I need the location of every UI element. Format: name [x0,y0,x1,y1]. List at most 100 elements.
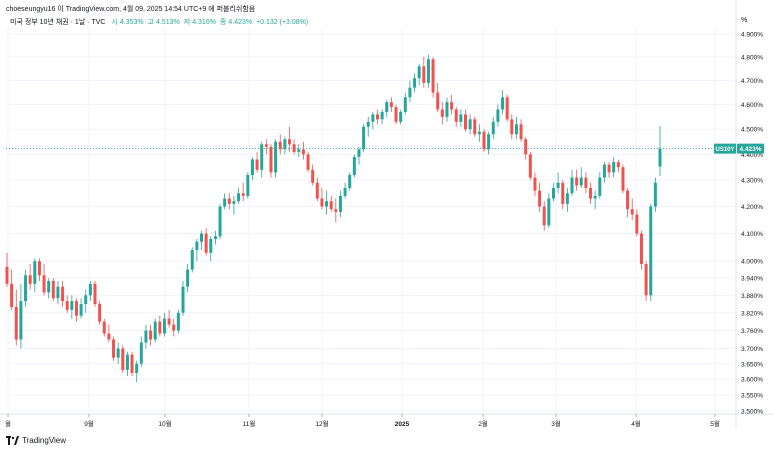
candle-body [602,164,606,178]
candle-body [255,159,259,170]
candle-body [61,286,65,302]
candle-body [213,236,217,240]
candle-body [269,146,273,173]
candle-body [278,141,282,150]
candle-body [487,134,491,150]
candle-body [14,306,18,340]
y-tick-label: 3.650% [741,361,763,368]
publish-info: choeseungyu16 이 TradingView.com, 4월 09, … [6,6,256,13]
candle-body [528,154,532,178]
candle-body [79,304,83,316]
candle-body [204,233,208,253]
candle-body [514,124,518,135]
candle-body [463,114,467,130]
candle-body [417,66,421,79]
candle-body [315,182,319,199]
symbol-legend: 미국 정부 10년 채권 · 1날 · TVC 시 4.353% 고 4.513% … [10,17,310,27]
y-tick-label: 3.880% [741,293,763,300]
y-tick-label: 3.760% [741,328,763,335]
candle-body [283,139,287,150]
x-tick-label: 10월 [158,419,171,428]
candle-body [593,195,597,199]
candle-body [389,102,393,108]
unit-label: % [741,17,748,24]
candle-body [102,321,106,334]
candle-body [37,261,41,276]
open-label: 시 [111,19,118,26]
candle-body [348,174,352,189]
y-tick-label: 4.400% [741,152,763,159]
candle-body [320,198,324,207]
last-price-tag [737,143,764,154]
candle-body [241,193,245,196]
candle-body [450,102,454,110]
x-tick-label: 4월 [631,419,641,428]
candle-body [74,301,78,316]
x-tick-label: 2월 [478,419,488,428]
candle-body [139,342,143,364]
x-tick-label: 9월 [84,419,94,428]
candle-body [658,148,662,167]
candle-body [28,275,32,284]
candle-body [375,114,379,120]
candle-body [264,144,268,147]
candle-body [116,348,120,358]
candle-body [227,198,231,204]
candle-body [579,177,583,186]
candle-body [445,102,449,117]
high-value: 4.513% [156,19,180,26]
candle-body [357,149,361,157]
candle-body [329,201,333,210]
x-tick-label: 5월 [710,419,720,428]
x-tick-label: 3월 [551,419,561,428]
candle-body [84,295,88,305]
candle-body [524,139,528,155]
candle-body [334,209,338,212]
y-tick-label: 3.500% [741,408,763,415]
candle-body [301,149,305,155]
y-tick-label: 4.500% [741,127,763,134]
candle-body [454,109,458,122]
candle-body [547,198,551,226]
candle-body [561,182,565,204]
tradingview-footer[interactable]: TradingView [6,436,66,445]
candle-body [612,162,616,173]
candle-body [186,269,190,287]
candle-body [237,193,241,202]
candle-body [200,233,204,242]
candle-body [510,119,514,135]
candle-body [292,144,296,152]
candle-body [33,261,37,284]
candle-body [121,348,125,370]
candle-body [181,286,185,313]
candle-body [491,121,495,135]
candle-body [135,363,139,374]
candle-body [19,301,23,340]
candle-body [533,177,537,191]
candle-body [440,109,444,117]
candle-body [505,97,509,120]
open-value: 4.353% [119,19,144,26]
candle-body [653,182,657,207]
candle-body [172,324,176,331]
candle-body [413,78,417,88]
candle-body [436,92,440,110]
candle-body [570,177,574,194]
candle-body [297,149,301,152]
candle-body [626,190,630,210]
change-value: +0.132 (+3.08%) [256,19,309,26]
candle-body [519,124,523,140]
candle-body [371,114,375,122]
candle-body [88,283,92,296]
x-tick-label: 12월 [315,419,328,428]
candle-body [426,59,430,83]
low-label: 저 [183,19,191,26]
candle-body [482,131,486,150]
x-tick-label: 2025 [395,421,410,428]
candle-body [556,182,560,189]
candle-body [153,321,157,340]
candle-body [399,111,403,122]
candle-body [218,206,222,237]
candle-body [195,241,199,251]
